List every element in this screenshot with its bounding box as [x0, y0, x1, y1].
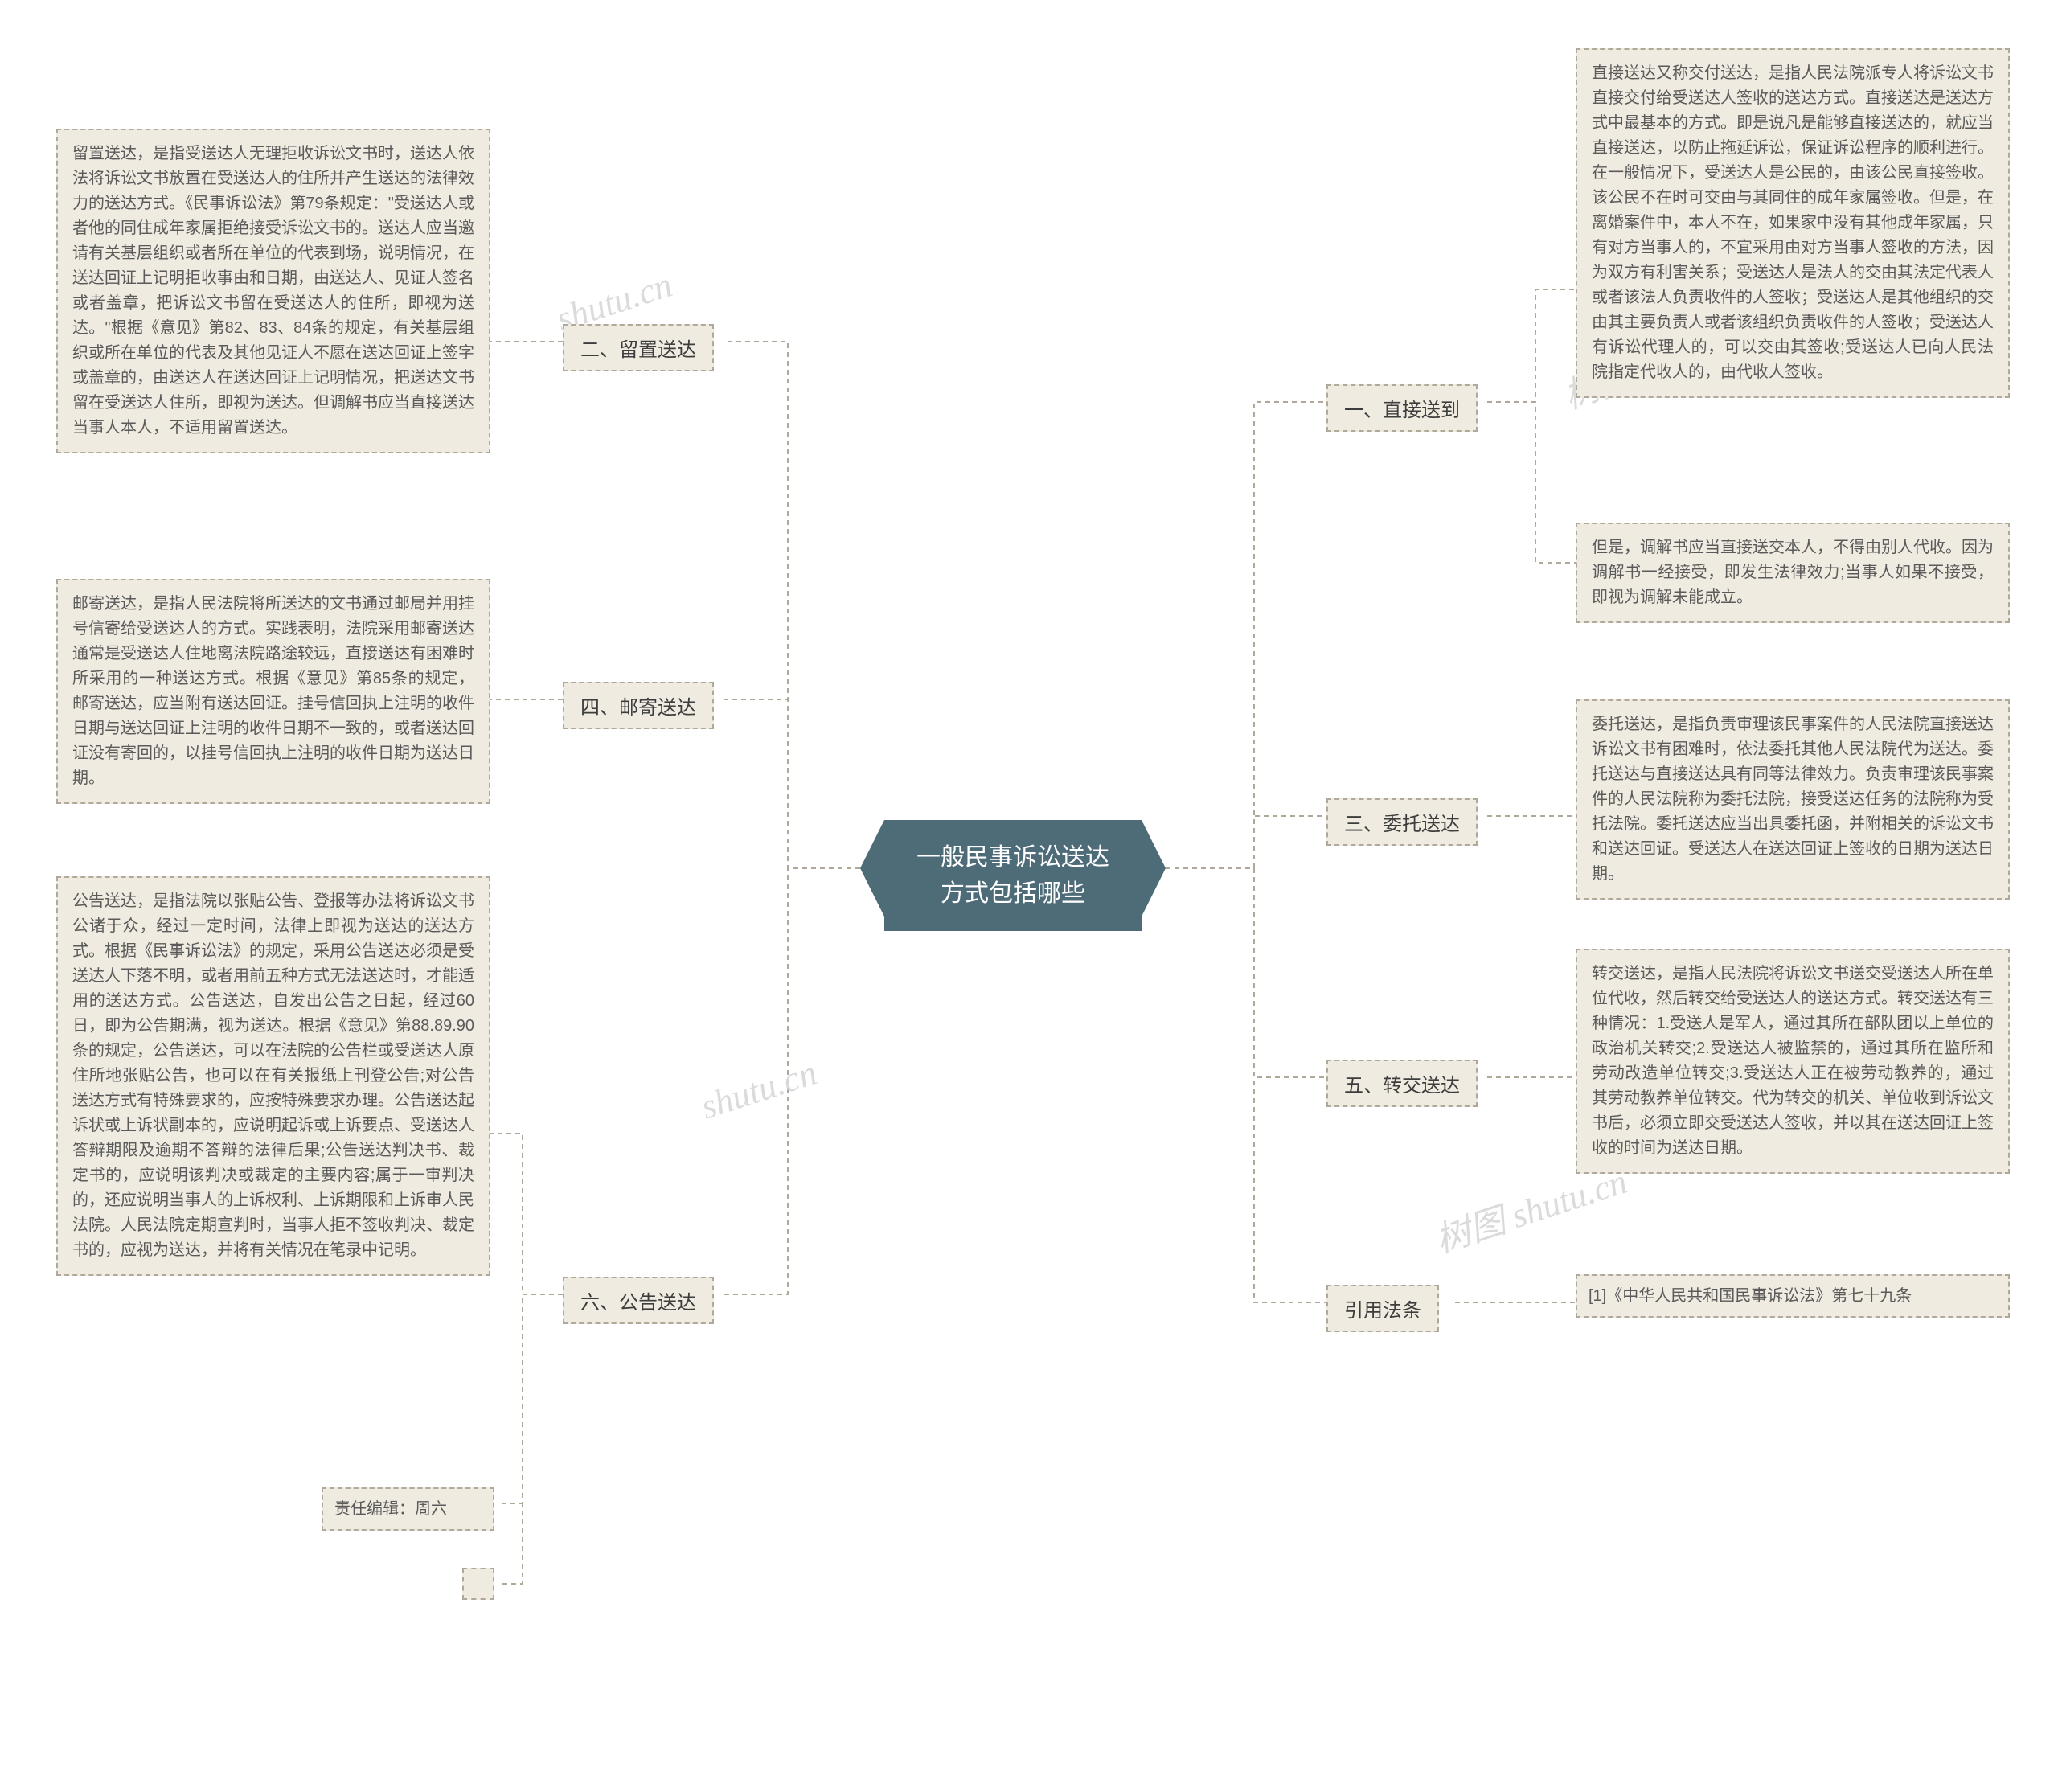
leaf-r2-1: 委托送达，是指负责审理该民事案件的人民法院直接送达诉讼文书有困难时，依法委托其他…	[1576, 699, 2010, 900]
leaf-editor: 责任编辑：周六	[322, 1487, 494, 1531]
leaf-r1-2: 但是，调解书应当直接送交本人，不得由别人代收。因为调解书一经接受，即发生法律效力…	[1576, 523, 2010, 623]
root-title: 一般民事诉讼送达方式包括哪些	[916, 844, 1109, 907]
branch-l1: 二、留置送达	[563, 324, 714, 371]
watermark: shutu.cn	[696, 1052, 822, 1127]
branch-r3: 五、转交送达	[1326, 1060, 1478, 1107]
leaf-r4-1: [1]《中华人民共和国民事诉讼法》第七十九条	[1576, 1274, 2010, 1318]
mindmap-canvas: shutu.cn 树图 shutu.cn shutu.cn 树图 shutu.c…	[0, 0, 2058, 1792]
leaf-l3-1: 公告送达，是指法院以张贴公告、登报等办法将诉讼文书公诸于众，经过一定时间，法律上…	[56, 876, 490, 1276]
root-node: 一般民事诉讼送达方式包括哪些	[884, 820, 1142, 931]
branch-r2: 三、委托送达	[1326, 798, 1478, 846]
leaf-l1-1: 留置送达，是指受送达人无理拒收诉讼文书时，送达人依法将诉讼文书放置在受送达人的住…	[56, 129, 490, 453]
branch-r4: 引用法条	[1326, 1285, 1439, 1332]
branch-l2: 四、邮寄送达	[563, 682, 714, 729]
leaf-l2-1: 邮寄送达，是指人民法院将所送达的文书通过邮局并用挂号信寄给受送达人的方式。实践表…	[56, 579, 490, 804]
leaf-r1-1: 直接送达又称交付送达，是指人民法院派专人将诉讼文书直接交付给受送达人签收的送达方…	[1576, 48, 2010, 398]
leaf-r3-1: 转交送达，是指人民法院将诉讼文书送交受送达人所在单位代收，然后转交给受送达人的送…	[1576, 949, 2010, 1174]
branch-l3: 六、公告送达	[563, 1277, 714, 1324]
empty-node	[462, 1568, 494, 1600]
branch-r1: 一、直接送到	[1326, 384, 1478, 432]
